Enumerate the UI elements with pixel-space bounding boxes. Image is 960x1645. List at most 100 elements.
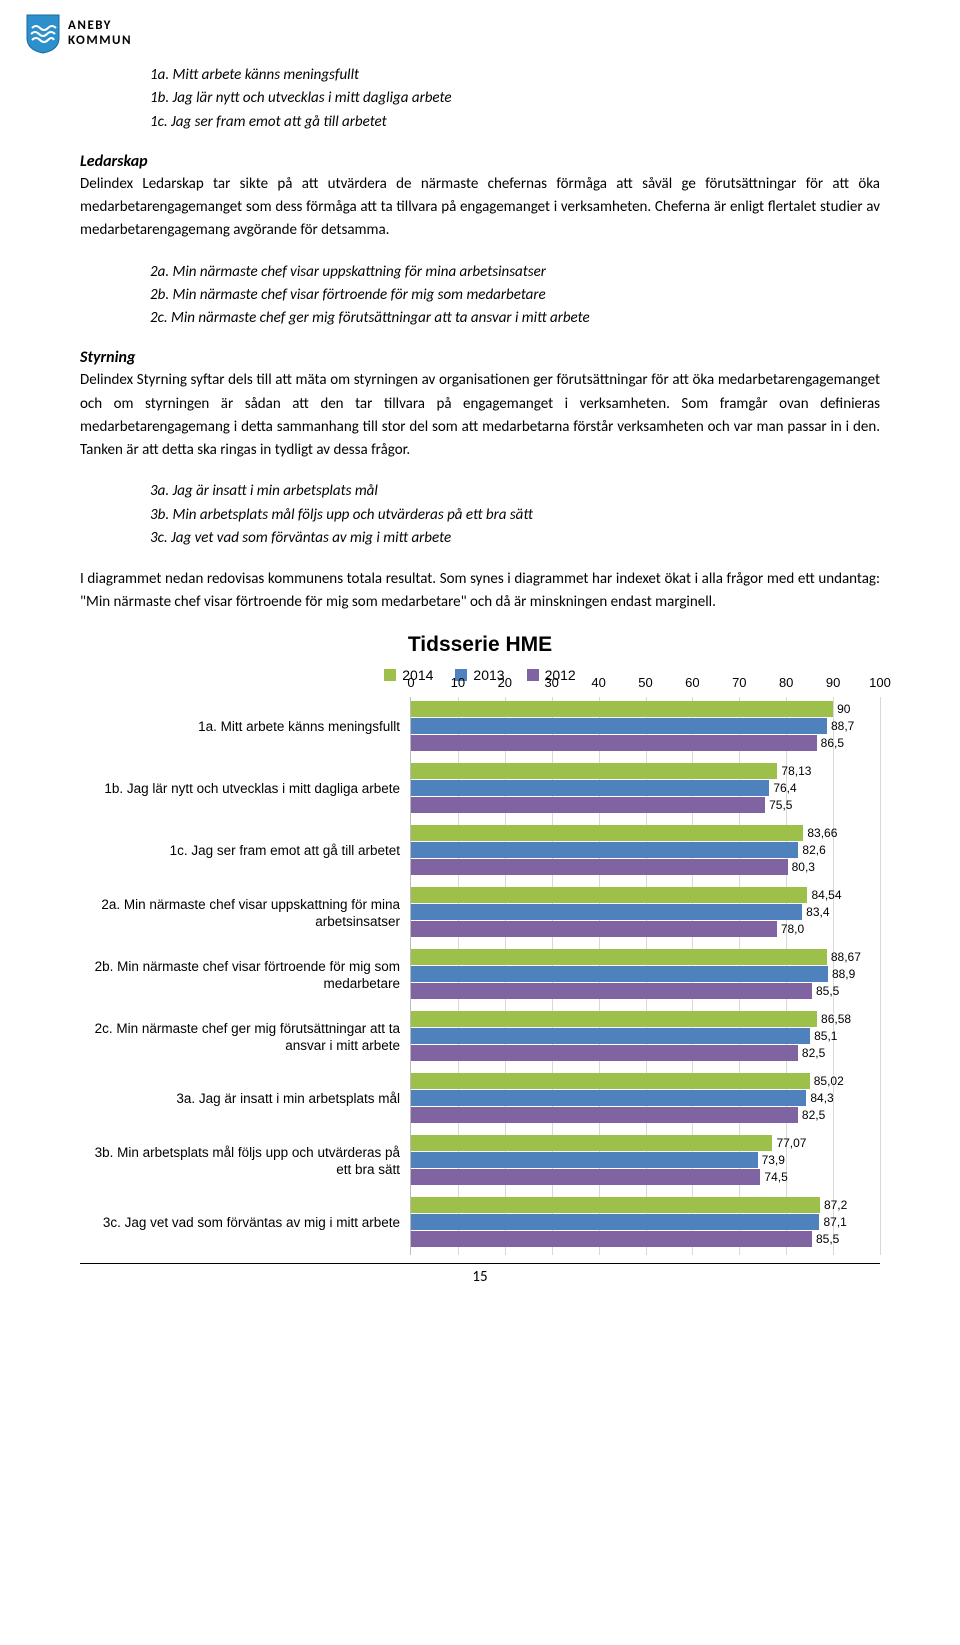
bar-value-label: 78,0 bbox=[777, 922, 804, 936]
bar-value-label: 90 bbox=[833, 702, 850, 716]
chart-question-label: 2c. Min närmaste chef ger mig förutsättn… bbox=[80, 1007, 410, 1069]
bar-value-label: 84,54 bbox=[807, 888, 841, 902]
shield-icon bbox=[26, 14, 60, 54]
bar-group: 87,287,185,5 bbox=[411, 1193, 880, 1255]
styrning-question-list: 3a. Jag är insatt i min arbetsplats mål … bbox=[150, 480, 880, 550]
ledarskap-question-list: 2a. Min närmaste chef visar uppskattning… bbox=[150, 261, 880, 331]
intro-question-list: 1a. Mitt arbete känns meningsfullt 1b. J… bbox=[150, 64, 880, 134]
x-tick: 70 bbox=[732, 675, 746, 690]
bar: 88,67 bbox=[411, 949, 827, 965]
question-item: 3b. Min arbetsplats mål följs upp och ut… bbox=[150, 504, 880, 527]
bar-value-label: 74,5 bbox=[760, 1170, 787, 1184]
section-title-styrning: Styrning bbox=[80, 348, 880, 367]
bar: 76,4 bbox=[411, 780, 769, 796]
bar-group: 88,6788,985,5 bbox=[411, 945, 880, 1007]
bar-value-label: 88,7 bbox=[827, 719, 854, 733]
chart-plot-area: 0102030405060708090100 9088,786,578,1376… bbox=[410, 697, 880, 1255]
bar: 85,02 bbox=[411, 1073, 810, 1089]
closing-paragraph: I diagrammet nedan redovisas kommunens t… bbox=[80, 568, 880, 615]
bar: 85,1 bbox=[411, 1028, 810, 1044]
x-tick: 40 bbox=[591, 675, 605, 690]
logo-line2: KOMMUN bbox=[68, 34, 132, 49]
bar-value-label: 75,5 bbox=[765, 798, 792, 812]
bar: 82,5 bbox=[411, 1045, 798, 1061]
question-item: 2c. Min närmaste chef ger mig förutsättn… bbox=[150, 307, 880, 330]
bar-value-label: 76,4 bbox=[769, 781, 796, 795]
bar: 78,13 bbox=[411, 763, 777, 779]
bar-value-label: 80,3 bbox=[788, 860, 815, 874]
bar: 84,3 bbox=[411, 1090, 806, 1106]
chart-question-label: 2a. Min närmaste chef visar uppskattning… bbox=[80, 883, 410, 945]
logo: ANEBY KOMMUN bbox=[26, 14, 132, 54]
hme-chart: Tidsserie HME 201420132012 1a. Mitt arbe… bbox=[80, 633, 880, 1255]
page-number: 15 bbox=[80, 1263, 880, 1286]
intro-item: 1b. Jag lär nytt och utvecklas i mitt da… bbox=[150, 87, 880, 110]
bar-group: 85,0284,382,5 bbox=[411, 1069, 880, 1131]
bar-value-label: 87,1 bbox=[819, 1215, 846, 1229]
question-item: 3c. Jag vet vad som förväntas av mig i m… bbox=[150, 527, 880, 550]
bar-value-label: 82,5 bbox=[798, 1108, 825, 1122]
bar: 85,5 bbox=[411, 983, 812, 999]
bar-value-label: 83,66 bbox=[803, 826, 837, 840]
bar: 80,3 bbox=[411, 859, 788, 875]
bar: 74,5 bbox=[411, 1169, 760, 1185]
bar-value-label: 73,9 bbox=[758, 1153, 785, 1167]
logo-text: ANEBY KOMMUN bbox=[68, 19, 132, 49]
chart-y-labels: 1a. Mitt arbete känns meningsfullt1b. Ja… bbox=[80, 697, 410, 1255]
bar-value-label: 85,5 bbox=[812, 1232, 839, 1246]
bar-value-label: 85,02 bbox=[810, 1074, 844, 1088]
bar-value-label: 88,9 bbox=[828, 967, 855, 981]
x-tick: 20 bbox=[498, 675, 512, 690]
x-tick: 100 bbox=[869, 675, 891, 690]
bar: 84,54 bbox=[411, 887, 807, 903]
section-body-ledarskap: Delindex Ledarskap tar sikte på att utvä… bbox=[80, 173, 880, 243]
x-tick: 50 bbox=[638, 675, 652, 690]
chart-x-axis: 0102030405060708090100 bbox=[411, 675, 880, 695]
bar: 75,5 bbox=[411, 797, 765, 813]
chart-question-label: 3c. Jag vet vad som förväntas av mig i m… bbox=[80, 1193, 410, 1255]
bar: 88,9 bbox=[411, 966, 828, 982]
bar-value-label: 84,3 bbox=[806, 1091, 833, 1105]
bar-value-label: 78,13 bbox=[777, 764, 811, 778]
chart-question-label: 3a. Jag är insatt i min arbetsplats mål bbox=[80, 1069, 410, 1131]
bar-group: 78,1376,475,5 bbox=[411, 759, 880, 821]
bar: 85,5 bbox=[411, 1231, 812, 1247]
question-item: 2a. Min närmaste chef visar uppskattning… bbox=[150, 261, 880, 284]
bar: 87,1 bbox=[411, 1214, 819, 1230]
logo-line1: ANEBY bbox=[68, 19, 132, 34]
bar: 82,6 bbox=[411, 842, 798, 858]
gridline bbox=[880, 697, 881, 1255]
x-tick: 80 bbox=[779, 675, 793, 690]
bar: 77,07 bbox=[411, 1135, 772, 1151]
chart-question-label: 2b. Min närmaste chef visar förtroende f… bbox=[80, 945, 410, 1007]
bar: 90 bbox=[411, 701, 833, 717]
bar-group: 83,6682,680,3 bbox=[411, 821, 880, 883]
bar-value-label: 88,67 bbox=[827, 950, 861, 964]
chart-title: Tidsserie HME bbox=[80, 633, 880, 657]
x-tick: 0 bbox=[407, 675, 414, 690]
chart-question-label: 1b. Jag lär nytt och utvecklas i mitt da… bbox=[80, 759, 410, 821]
question-item: 2b. Min närmaste chef visar förtroende f… bbox=[150, 284, 880, 307]
bar-value-label: 82,6 bbox=[798, 843, 825, 857]
bar-value-label: 86,5 bbox=[817, 736, 844, 750]
bar: 83,66 bbox=[411, 825, 803, 841]
intro-item: 1a. Mitt arbete känns meningsfullt bbox=[150, 64, 880, 87]
bar-value-label: 87,2 bbox=[820, 1198, 847, 1212]
bar-value-label: 83,4 bbox=[802, 905, 829, 919]
section-body-styrning: Delindex Styrning syftar dels till att m… bbox=[80, 369, 880, 462]
bar-value-label: 85,1 bbox=[810, 1029, 837, 1043]
bar: 82,5 bbox=[411, 1107, 798, 1123]
x-tick: 30 bbox=[544, 675, 558, 690]
bar-value-label: 82,5 bbox=[798, 1046, 825, 1060]
bar: 86,58 bbox=[411, 1011, 817, 1027]
legend-swatch bbox=[384, 669, 396, 681]
chart-question-label: 3b. Min arbetsplats mål följs upp och ut… bbox=[80, 1131, 410, 1193]
bar: 73,9 bbox=[411, 1152, 758, 1168]
section-title-ledarskap: Ledarskap bbox=[80, 152, 880, 171]
chart-question-label: 1a. Mitt arbete känns meningsfullt bbox=[80, 697, 410, 759]
bar: 83,4 bbox=[411, 904, 802, 920]
bar-value-label: 86,58 bbox=[817, 1012, 851, 1026]
x-tick: 90 bbox=[826, 675, 840, 690]
bar: 87,2 bbox=[411, 1197, 820, 1213]
bar: 78,0 bbox=[411, 921, 777, 937]
